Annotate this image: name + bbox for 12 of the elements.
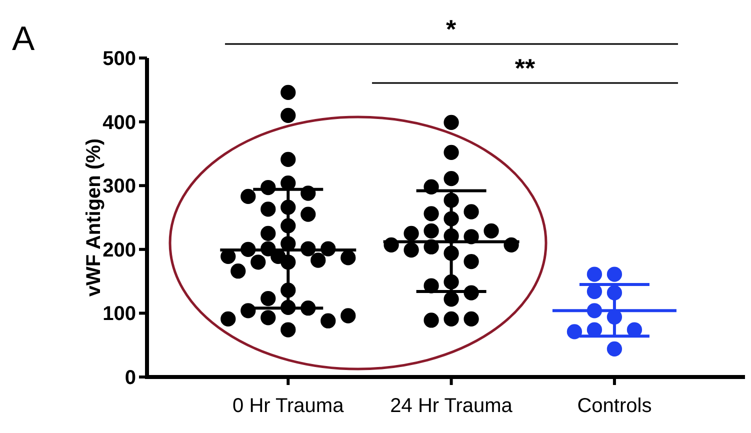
y-tick-label: 400 xyxy=(102,112,136,134)
x-tick-label: 0 Hr Trauma xyxy=(232,395,345,417)
text: * xyxy=(446,14,457,44)
x-tick-label: 24 Hr Trauma xyxy=(390,395,514,417)
y-tick-label: 500 xyxy=(102,48,136,70)
text: A xyxy=(12,20,35,58)
y-tick-label: 100 xyxy=(102,303,136,326)
y-tick-label: 200 xyxy=(102,239,136,262)
annotation: ** xyxy=(514,53,536,83)
y-tick-label: 0 xyxy=(124,367,136,389)
x-tick-label: Controls xyxy=(577,395,652,417)
y-tick-label: 300 xyxy=(102,176,136,198)
